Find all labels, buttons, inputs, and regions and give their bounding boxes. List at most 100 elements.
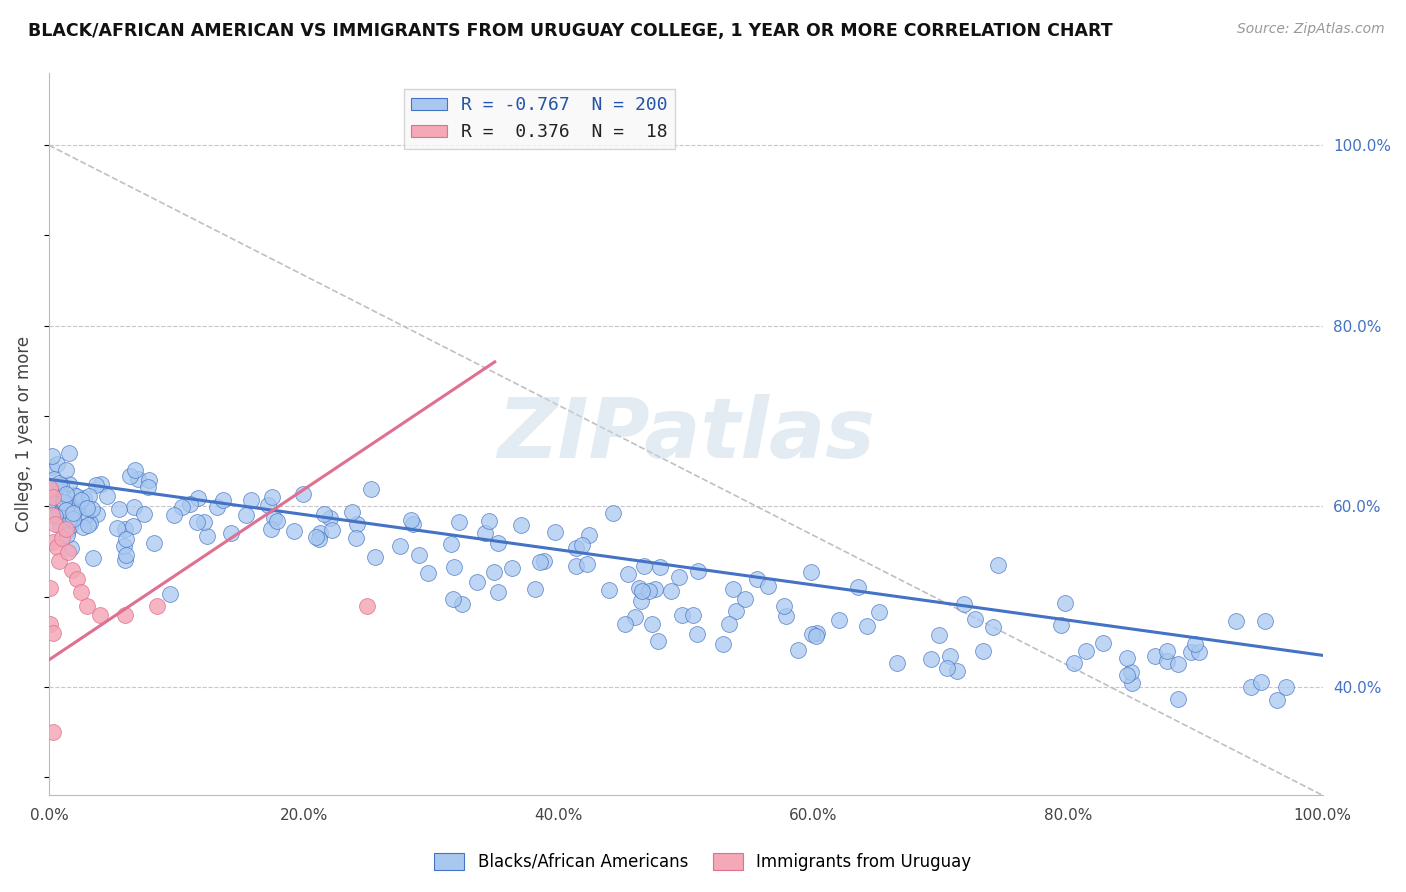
Point <box>806 626 828 640</box>
Point <box>235 508 257 522</box>
Point <box>529 555 551 569</box>
Point <box>800 565 823 579</box>
Point <box>49 477 72 491</box>
Point <box>62 512 84 526</box>
Point <box>59 511 82 525</box>
Point <box>41 485 63 500</box>
Point <box>451 597 474 611</box>
Text: Source: ZipAtlas.com: Source: ZipAtlas.com <box>1237 22 1385 37</box>
Point <box>650 560 672 574</box>
Legend: R = -0.767  N = 200, R =  0.376  N =  18: R = -0.767 N = 200, R = 0.376 N = 18 <box>404 89 675 149</box>
Point <box>342 505 364 519</box>
Point <box>49 519 72 533</box>
Point <box>70 493 93 508</box>
Point <box>127 472 149 486</box>
Point <box>628 582 651 596</box>
Point <box>260 491 283 505</box>
Point <box>467 575 489 590</box>
Text: ZIPatlas: ZIPatlas <box>496 393 875 475</box>
Point <box>1254 614 1277 628</box>
Point <box>1049 618 1071 632</box>
Point <box>86 508 108 522</box>
Point <box>122 500 145 515</box>
Point <box>52 495 75 509</box>
Point <box>82 551 104 566</box>
Point <box>205 500 228 515</box>
Point <box>972 644 994 658</box>
Point <box>1054 596 1077 610</box>
Point <box>52 495 75 509</box>
Point <box>1274 680 1296 694</box>
Point <box>60 541 83 556</box>
Point <box>59 519 82 533</box>
Point <box>773 599 796 613</box>
Point <box>56 544 79 558</box>
Point <box>46 457 69 471</box>
Point <box>39 507 62 521</box>
Point <box>142 536 165 550</box>
Point <box>48 476 70 491</box>
Point <box>981 620 1004 634</box>
Point <box>668 570 690 584</box>
Point <box>69 585 91 599</box>
Point <box>186 515 208 529</box>
Point <box>44 508 66 523</box>
Point <box>509 517 531 532</box>
Point <box>1074 644 1097 658</box>
Y-axis label: College, 1 year or more: College, 1 year or more <box>15 336 32 533</box>
Point <box>1167 692 1189 706</box>
Point <box>641 617 664 632</box>
Point <box>263 511 285 525</box>
Point <box>60 500 83 515</box>
Point <box>647 633 669 648</box>
Point <box>291 487 314 501</box>
Point <box>711 637 734 651</box>
Point <box>1091 636 1114 650</box>
Point <box>408 548 430 562</box>
Point <box>775 608 797 623</box>
Point <box>804 629 827 643</box>
Point <box>89 607 111 622</box>
Point <box>617 566 640 581</box>
Point <box>114 607 136 622</box>
Point <box>443 560 465 574</box>
Point <box>1225 615 1247 629</box>
Point <box>60 563 83 577</box>
Point <box>79 516 101 530</box>
Point <box>614 616 637 631</box>
Point <box>389 539 412 553</box>
Point <box>72 520 94 534</box>
Point <box>401 513 423 527</box>
Point <box>725 604 748 618</box>
Point <box>187 491 209 505</box>
Point <box>52 500 75 515</box>
Point <box>107 502 129 516</box>
Point <box>633 558 655 573</box>
Point <box>45 481 67 495</box>
Point <box>598 583 620 598</box>
Point <box>963 612 986 626</box>
Point <box>42 535 65 549</box>
Point <box>416 566 439 580</box>
Point <box>721 582 744 596</box>
Point <box>1116 668 1139 682</box>
Point <box>659 583 682 598</box>
Point <box>308 532 330 546</box>
Point <box>478 514 501 528</box>
Point <box>42 491 65 505</box>
Point <box>928 627 950 641</box>
Point <box>39 492 62 507</box>
Point <box>987 558 1010 573</box>
Point <box>44 517 66 532</box>
Point <box>564 559 586 574</box>
Point <box>1156 644 1178 658</box>
Point <box>828 613 851 627</box>
Point <box>39 581 62 595</box>
Point <box>447 515 470 529</box>
Point <box>576 558 599 572</box>
Point <box>360 482 382 496</box>
Point <box>869 605 891 619</box>
Point <box>62 488 84 502</box>
Point <box>318 510 340 524</box>
Point <box>787 643 810 657</box>
